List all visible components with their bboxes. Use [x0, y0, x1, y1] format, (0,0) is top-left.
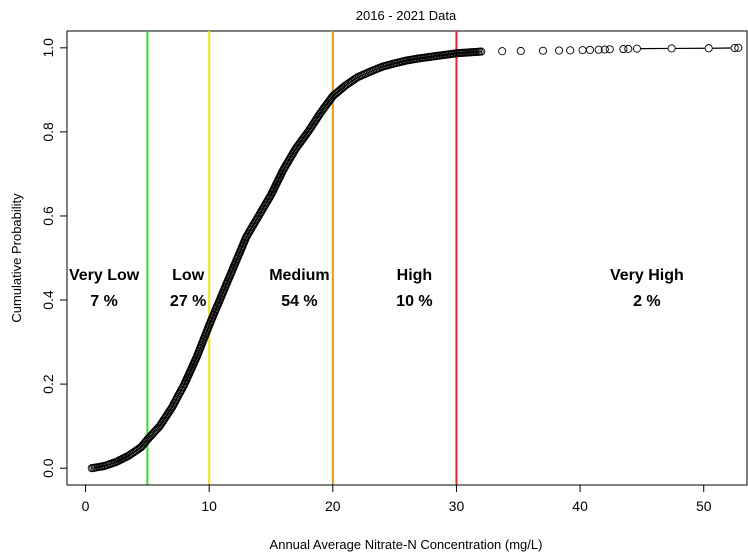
- ecdf-point: [341, 81, 350, 90]
- tail-point: [730, 43, 739, 53]
- ecdf-point: [346, 77, 355, 86]
- ecdf-point: [127, 449, 136, 458]
- threshold-lines: [146, 31, 458, 485]
- tail-point: [619, 45, 628, 54]
- y-tick-label: 0.6: [40, 206, 56, 226]
- ecdf-point: [343, 79, 352, 88]
- zone-name-2: Medium: [269, 267, 329, 284]
- tail-point: [605, 45, 614, 54]
- zone-name-1: Low: [172, 267, 205, 284]
- zone-name-3: High: [397, 267, 433, 284]
- ecdf-point: [477, 47, 486, 56]
- ecdf-point: [349, 75, 358, 85]
- ecdf-point: [133, 445, 142, 455]
- y-tick-label: 0.4: [40, 290, 56, 310]
- y-axis-label: Cumulative Probability: [9, 193, 24, 323]
- ecdf-point: [345, 78, 354, 87]
- zone-percent-4: 2 %: [633, 293, 661, 310]
- x-tick-label: 40: [572, 498, 588, 514]
- ecdf-point: [348, 76, 357, 86]
- tail-point: [624, 44, 633, 53]
- x-tick-label: 30: [449, 498, 465, 514]
- tail-point: [704, 44, 713, 53]
- zone-percent-0: 7 %: [90, 293, 118, 310]
- x-axis: 0 10 20 30 40 50: [82, 484, 712, 514]
- tail-point: [516, 46, 525, 56]
- ecdf-point: [128, 448, 137, 457]
- y-tick-label: 1.0: [40, 38, 56, 58]
- tail-point: [594, 45, 603, 54]
- ecdf-point: [130, 447, 139, 456]
- zone-percent-3: 10 %: [396, 293, 432, 310]
- ecdf-point: [342, 80, 351, 89]
- tail-point: [734, 43, 743, 52]
- zone-annotations: Very Low 7 % Low 27 % Medium 54 % High 10 % Very…: [69, 267, 684, 310]
- ecdf-point: [131, 446, 140, 455]
- tail-point: [538, 46, 548, 55]
- y-tick-label: 0.0: [40, 458, 56, 478]
- tail-point: [585, 45, 595, 54]
- tail-point: [555, 46, 564, 55]
- tail-point: [632, 44, 642, 53]
- chart-title: 2016 - 2021 Data: [356, 8, 457, 23]
- tail-point: [498, 47, 507, 56]
- zone-percent-1: 27 %: [170, 293, 206, 310]
- tail-point: [566, 46, 575, 55]
- tail-point: [667, 44, 676, 53]
- y-tick-label: 0.8: [40, 122, 56, 142]
- zone-name-0: Very Low: [69, 267, 140, 284]
- ecdf-point: [124, 451, 133, 460]
- x-tick-label: 50: [696, 498, 712, 514]
- ecdf-point: [126, 450, 135, 459]
- tail-point: [578, 46, 587, 55]
- zone-name-4: Very High: [610, 267, 684, 284]
- x-axis-label: Annual Average Nitrate-N Concentration (…: [270, 537, 543, 552]
- ecdf-curve: [87, 47, 486, 473]
- y-tick-label: 0.2: [40, 374, 56, 394]
- ecdf-curve-line: [91, 51, 482, 469]
- y-axis: 0.0 0.2 0.4 0.6 0.8 1.0: [40, 38, 68, 478]
- x-tick-label: 20: [325, 498, 341, 514]
- ecdf-points: [498, 43, 743, 56]
- zone-percent-2: 54 %: [281, 293, 317, 310]
- tail-point: [600, 45, 609, 54]
- x-tick-label: 0: [82, 498, 90, 514]
- x-tick-label: 10: [201, 498, 217, 514]
